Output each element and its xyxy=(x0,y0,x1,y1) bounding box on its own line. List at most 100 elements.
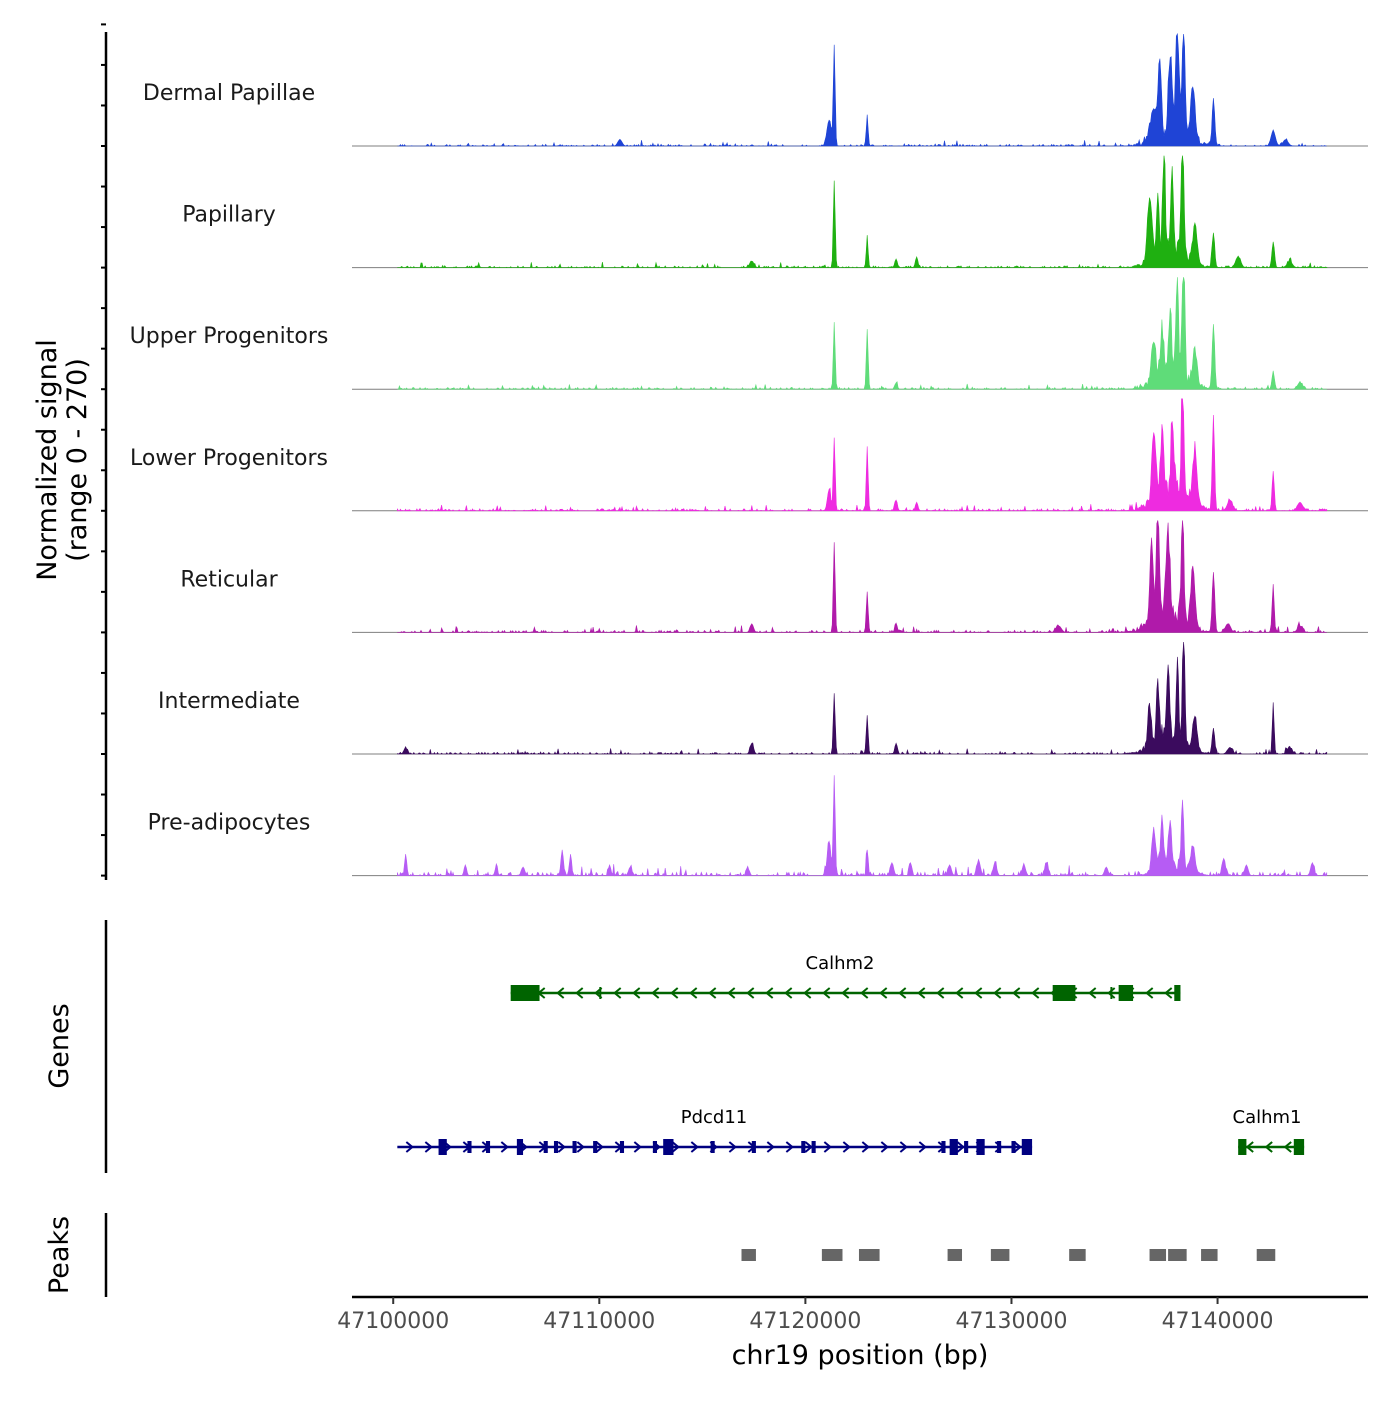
exon xyxy=(1052,985,1076,1001)
strand-arrow xyxy=(613,987,622,999)
strand-arrow xyxy=(689,987,698,999)
strand-arrow xyxy=(727,987,736,999)
track-reticular: Reticular xyxy=(101,520,1368,634)
track-upper-progenitors: Upper Progenitors xyxy=(101,277,1368,391)
genes-panel-label: Genes xyxy=(44,1003,75,1088)
exon xyxy=(663,1139,674,1155)
gene-label: Calhm1 xyxy=(1233,1107,1302,1128)
strand-arrow xyxy=(822,987,831,999)
strand-arrow xyxy=(1245,1141,1254,1153)
strand-arrow xyxy=(690,1141,699,1153)
strand-arrow xyxy=(595,1141,604,1153)
strand-arrow xyxy=(955,987,964,999)
exon xyxy=(941,1141,946,1153)
strand-arrow xyxy=(728,1141,737,1153)
strand-arrow xyxy=(1031,987,1040,999)
gene-calhm1: Calhm1 xyxy=(1233,1107,1305,1155)
exon xyxy=(593,1141,598,1153)
strand-arrow xyxy=(956,1141,965,1153)
exon xyxy=(1118,985,1134,1001)
strand-arrow xyxy=(918,1141,927,1153)
strand-arrow xyxy=(1013,1141,1022,1153)
exon xyxy=(1174,985,1181,1001)
exon xyxy=(485,1141,491,1153)
signal-area xyxy=(397,155,1328,269)
peak-region xyxy=(858,1249,880,1261)
x-tick-label: 47120000 xyxy=(749,1309,861,1334)
strand-arrow xyxy=(1164,987,1173,999)
y-axis-title: Normalized signal (range 0 - 270) xyxy=(32,339,93,581)
strand-arrow xyxy=(1012,987,1021,999)
peak-region xyxy=(947,1249,963,1261)
strand-arrow xyxy=(898,987,907,999)
exon xyxy=(1238,1139,1247,1155)
x-axis-label: chr19 position (bp) xyxy=(732,1340,989,1371)
peak-region xyxy=(821,1249,843,1261)
exon xyxy=(710,1141,715,1153)
strand-arrow xyxy=(860,987,869,999)
coverage-tracks: Dermal Papillae Papillary Upper Progenitor… xyxy=(101,23,1368,880)
signal-area xyxy=(397,32,1327,147)
track-intermediate: Intermediate xyxy=(101,641,1368,755)
x-tick-label: 47140000 xyxy=(1162,1309,1274,1334)
peak-region xyxy=(1256,1249,1276,1261)
x-tick-label: 47110000 xyxy=(543,1309,655,1334)
strand-arrow xyxy=(784,987,793,999)
strand-arrow xyxy=(1088,987,1097,999)
peak-region xyxy=(741,1249,756,1261)
strand-arrow xyxy=(861,1141,870,1153)
exon xyxy=(1021,1139,1033,1155)
signal-area xyxy=(397,520,1327,634)
peak-region xyxy=(1149,1249,1167,1261)
strand-arrow xyxy=(746,987,755,999)
exon xyxy=(1293,1139,1305,1155)
signal-area xyxy=(397,398,1328,512)
exon xyxy=(467,1141,472,1153)
exon xyxy=(997,1141,1002,1153)
peak-region xyxy=(1069,1249,1086,1261)
track-label: Dermal Papillae xyxy=(143,81,315,106)
strand-arrow xyxy=(880,1141,889,1153)
track-label: Lower Progenitors xyxy=(130,446,328,471)
exon xyxy=(801,1141,806,1153)
strand-arrow xyxy=(651,987,660,999)
exon xyxy=(619,1141,625,1153)
strand-arrow xyxy=(1145,987,1154,999)
track-lower-progenitors: Lower Progenitors xyxy=(101,398,1368,512)
strand-arrow xyxy=(803,987,812,999)
gene-panel: Calhm2 Pdcd11 Calhm1 xyxy=(104,920,1305,1173)
strand-arrow xyxy=(993,987,1002,999)
exon xyxy=(516,1139,524,1155)
exon xyxy=(599,987,602,999)
exon xyxy=(543,1141,548,1153)
peak-region xyxy=(1201,1249,1218,1261)
exon xyxy=(652,1141,658,1153)
exon xyxy=(751,1141,756,1153)
signal-area xyxy=(397,641,1328,755)
track-pre-adipocytes: Pre-adipocytes xyxy=(101,775,1368,877)
exon xyxy=(1110,987,1113,999)
x-tick-label: 47100000 xyxy=(337,1309,449,1334)
exon xyxy=(976,1139,985,1155)
track-label: Upper Progenitors xyxy=(130,324,329,349)
strand-arrow xyxy=(785,1141,794,1153)
strand-arrow xyxy=(708,987,717,999)
track-papillary: Papillary xyxy=(101,155,1368,269)
strand-arrow xyxy=(424,1141,433,1153)
peak-panel xyxy=(104,1213,1276,1297)
strand-arrow xyxy=(917,987,926,999)
strand-arrow xyxy=(500,1141,509,1153)
strand-arrow xyxy=(556,987,565,999)
peaks-panel-label: Peaks xyxy=(44,1216,75,1294)
strand-arrow xyxy=(899,1141,908,1153)
exon xyxy=(510,985,540,1001)
strand-arrow xyxy=(632,987,641,999)
strand-arrow xyxy=(670,987,679,999)
track-label: Intermediate xyxy=(158,689,300,714)
strand-arrow xyxy=(766,1141,775,1153)
peak-region xyxy=(1168,1249,1187,1261)
strand-arrow xyxy=(974,987,983,999)
strand-arrow xyxy=(1107,987,1116,999)
